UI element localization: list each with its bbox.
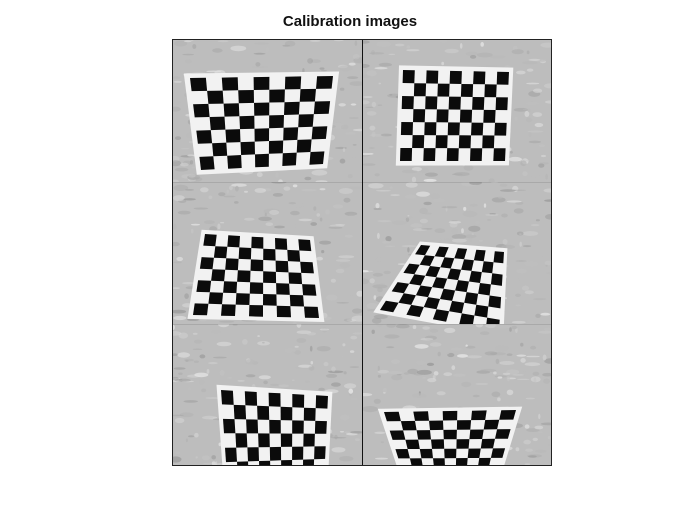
- calibration-image-3: [173, 182, 362, 324]
- calibration-image-6: [363, 324, 551, 465]
- photo-render: [173, 40, 362, 182]
- photo-render: [173, 324, 362, 465]
- calibration-montage: [172, 39, 552, 466]
- photo-render: [363, 324, 551, 465]
- column-divider: [362, 40, 363, 465]
- calibration-image-4: [363, 182, 551, 324]
- figure-title: Calibration images: [282, 13, 418, 30]
- photo-render: [363, 182, 551, 324]
- calibration-image-1: [173, 40, 362, 182]
- calibration-image-2: [363, 40, 551, 182]
- calibration-image-5: [173, 324, 362, 465]
- photo-render: [173, 182, 362, 324]
- photo-render: [363, 40, 551, 182]
